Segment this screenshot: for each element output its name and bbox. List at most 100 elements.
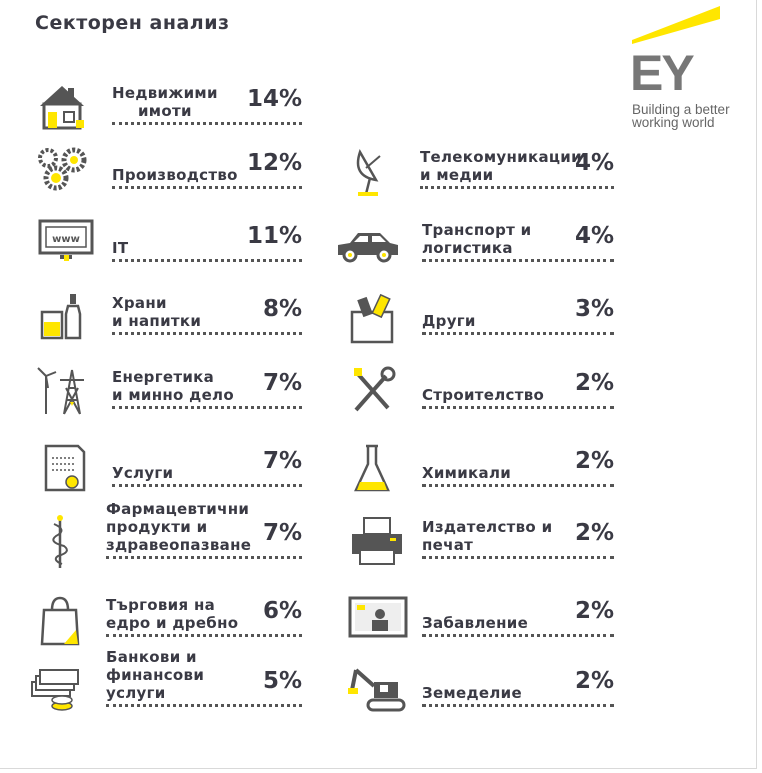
sector-value: 2% — [574, 448, 614, 474]
sector-label-line: Търговия на — [106, 596, 216, 614]
sector-value: 7% — [262, 370, 302, 396]
sector-row: Други 3% — [346, 288, 614, 348]
drinks-icon — [34, 288, 98, 346]
sector-value: 4% — [574, 223, 614, 249]
sector-row: Производство 12% — [34, 142, 302, 202]
sector-label: IT — [112, 239, 128, 257]
sector-value: 7% — [262, 520, 302, 546]
dotted-divider — [112, 484, 302, 487]
sector-value: 2% — [574, 370, 614, 396]
car-icon — [334, 215, 398, 273]
sector-value: 11% — [246, 223, 302, 249]
sector-label: Други — [422, 312, 476, 330]
sector-label: Храни и напитки — [112, 294, 201, 330]
sector-value: 4% — [574, 150, 614, 176]
sector-label-line: Услуги — [112, 464, 174, 482]
svg-text:www: www — [52, 234, 80, 245]
sector-label-line: Други — [422, 312, 476, 330]
sector-row: Забавление 2% — [346, 590, 614, 650]
sector-label: Недвижими имоти — [112, 84, 218, 120]
sector-label-line: и минно дело — [112, 386, 234, 404]
sector-row: www IT 11% — [34, 215, 302, 275]
sector-value: 2% — [574, 598, 614, 624]
dotted-divider — [422, 406, 614, 409]
sector-label: Търговия на едро и дребно — [106, 596, 238, 632]
sector-label: Забавление — [422, 614, 528, 632]
sector-label-line: Земеделие — [422, 684, 522, 702]
tools-icon — [346, 362, 410, 420]
sector-label: Телекомуникации и медии — [420, 148, 582, 184]
monitor-icon: www — [34, 215, 98, 273]
logo-tagline: Building a better working world — [632, 102, 730, 130]
gears-icon — [34, 142, 98, 200]
sector-label-line: Храни — [112, 294, 167, 312]
dotted-divider — [112, 332, 302, 335]
sector-label-line: печат — [422, 536, 474, 554]
sector-row: Енергетика и минно дело 7% — [34, 362, 302, 422]
sector-row: Търговия на едро и дребно 6% — [34, 590, 302, 650]
sector-value: 2% — [574, 668, 614, 694]
sector-value: 3% — [574, 296, 614, 322]
caduceus-icon — [34, 512, 98, 570]
dotted-divider — [106, 634, 302, 637]
sector-label-line: имоти — [137, 102, 192, 120]
sector-row: Земеделие 2% — [346, 660, 614, 720]
sector-row: Услуги 7% — [34, 440, 302, 500]
dotted-divider — [112, 122, 302, 125]
dotted-divider — [422, 332, 614, 335]
sector-label: Транспорт и логистика — [422, 221, 531, 257]
sector-label-line: Транспорт и — [422, 221, 532, 239]
sector-row: Транспорт и логистика 4% — [334, 215, 614, 275]
sector-label-line: Строителство — [422, 386, 545, 404]
sector-label-line: Издателство и — [422, 518, 553, 536]
sector-label-line: и напитки — [112, 312, 202, 330]
printer-icon — [346, 512, 410, 570]
sector-label: Химикали — [422, 464, 511, 482]
sector-label-line: и медии — [420, 166, 494, 184]
sector-value: 12% — [246, 150, 302, 176]
dotted-divider — [112, 406, 302, 409]
sector-row: Храни и напитки 8% — [34, 288, 302, 348]
sector-row: Недвижими имоти 14% — [34, 78, 302, 138]
sector-label-line: IT — [112, 239, 129, 257]
excavator-icon — [346, 660, 410, 718]
sector-row: Фармацевтични продукти и здравеопазване 7% — [34, 500, 302, 572]
sector-label-line: услуги — [106, 684, 166, 702]
certificate-icon — [34, 440, 98, 498]
energy-icon — [34, 362, 98, 420]
sector-row: Химикали 2% — [346, 440, 614, 500]
sector-value: 7% — [262, 448, 302, 474]
dotted-divider — [422, 634, 614, 637]
sector-label: Енергетика и минно дело — [112, 368, 234, 404]
dotted-divider — [112, 186, 302, 189]
sector-label-line: Недвижими — [112, 84, 218, 102]
dotted-divider — [422, 259, 614, 262]
sector-label-line: Химикали — [422, 464, 512, 482]
sector-value: 8% — [262, 296, 302, 322]
sector-label: Строителство — [422, 386, 544, 404]
sector-label: Фармацевтични продукти и здравеопазване — [106, 500, 251, 554]
dotted-divider — [420, 186, 614, 189]
dotted-divider — [422, 556, 614, 559]
sector-row: Телекомуникации и медии 4% — [346, 142, 614, 202]
sector-label-line: Телекомуникации — [420, 148, 582, 166]
sector-row: Издателство и печат 2% — [346, 512, 614, 572]
sector-label-line: Енергетика — [112, 368, 215, 386]
dotted-divider — [106, 556, 302, 559]
shopping-bag-icon — [34, 590, 98, 648]
logo-beam-icon — [632, 6, 720, 44]
satellite-dish-icon — [346, 142, 410, 200]
sector-value: 14% — [246, 86, 302, 112]
dotted-divider — [112, 259, 302, 262]
sector-label-line: Фармацевтични — [106, 500, 250, 518]
sector-label: Земеделие — [422, 684, 522, 702]
sector-label-line: продукти и — [106, 518, 208, 536]
sector-value: 5% — [262, 668, 302, 694]
sector-value: 6% — [262, 598, 302, 624]
dotted-divider — [106, 704, 302, 707]
ey-logo: EY Building a better working world — [630, 6, 730, 136]
sector-label: Банкови и финансови услуги — [106, 648, 204, 702]
flask-icon — [346, 440, 410, 498]
sector-label-line: логистика — [422, 239, 513, 257]
sector-label: Издателство и печат — [422, 518, 552, 554]
